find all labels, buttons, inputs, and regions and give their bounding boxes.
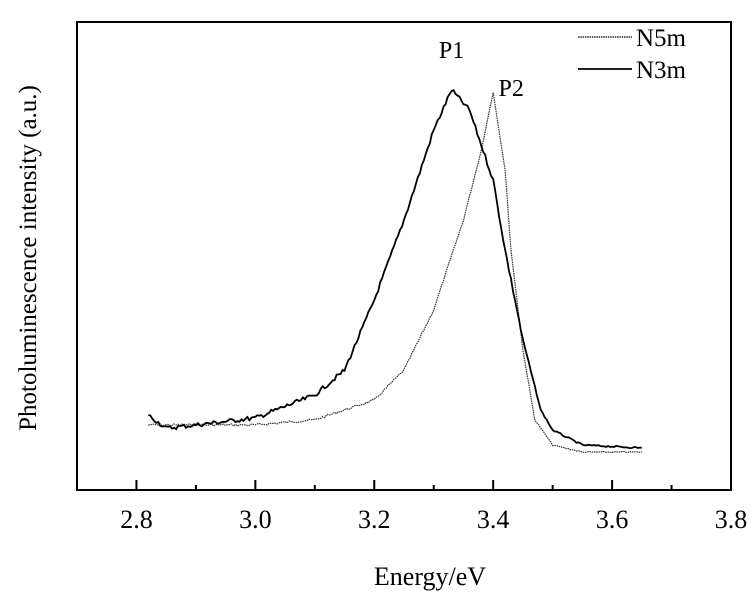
y-axis-label: Photoluminescence intensity (a.u.) xyxy=(15,85,42,431)
x-tick-label: 3.0 xyxy=(239,505,272,534)
peak-label-p2: P2 xyxy=(499,76,524,102)
x-axis-label: Energy/eV xyxy=(374,562,486,591)
series-line-n5m xyxy=(148,92,642,454)
x-tick-label: 3.8 xyxy=(715,505,748,534)
x-tick-label: 3.4 xyxy=(477,505,510,534)
legend-label-n3m: N3m xyxy=(636,57,687,84)
legend-label-n5m: N5m xyxy=(636,25,687,52)
series-line-n3m xyxy=(148,89,642,450)
x-tick-label: 2.8 xyxy=(120,505,153,534)
x-tick-label: 3.2 xyxy=(358,505,391,534)
peak-label-p1: P1 xyxy=(439,38,464,64)
x-tick-label: 3.6 xyxy=(596,505,629,534)
plot-frame xyxy=(76,21,732,491)
